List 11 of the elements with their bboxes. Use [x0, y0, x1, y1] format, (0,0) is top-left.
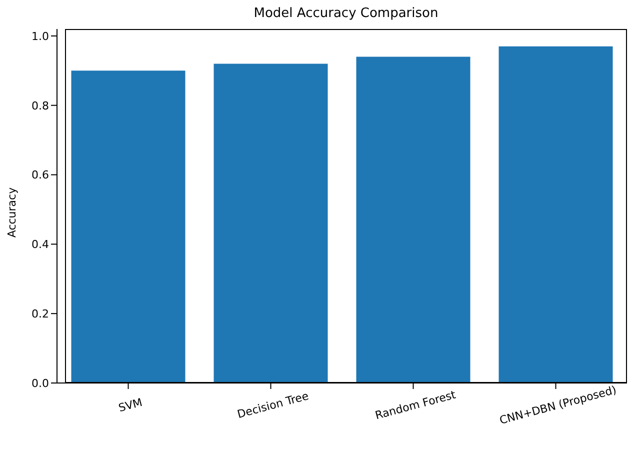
- y-tick-label: 0.0: [32, 376, 49, 390]
- y-tick-label: 0.8: [32, 99, 49, 112]
- y-tick-label: 1.0: [32, 30, 49, 43]
- y-axis-title: Accuracy: [6, 186, 18, 240]
- y-tick-label: 0.4: [32, 238, 49, 252]
- x-tick-label: SVM: [117, 396, 144, 415]
- x-tick-label: Random Forest: [374, 388, 458, 422]
- y-tick-label: 0.6: [32, 168, 49, 182]
- x-tick-label: Decision Tree: [236, 389, 310, 421]
- y-tick-label: 0.2: [32, 307, 49, 320]
- chart-title: Model Accuracy Comparison: [252, 6, 440, 21]
